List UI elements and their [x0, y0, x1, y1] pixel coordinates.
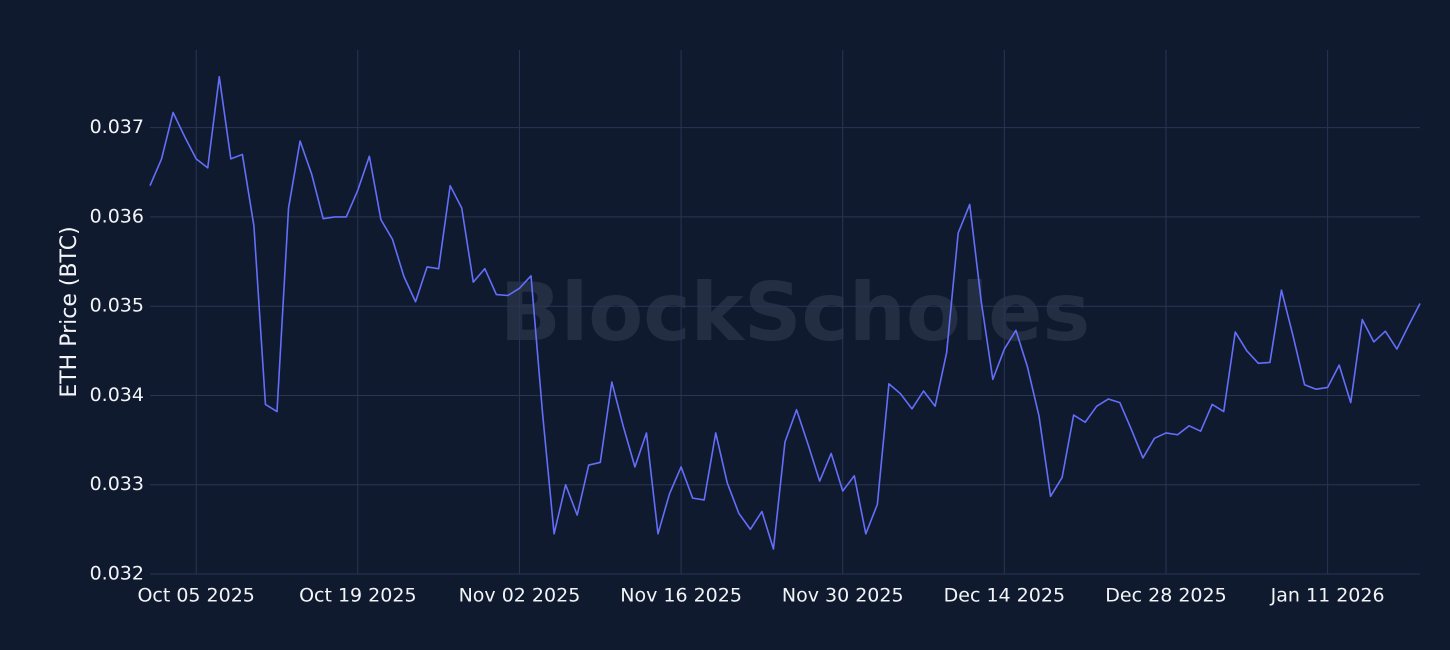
y-tick-label: 0.037	[90, 116, 144, 138]
y-tick-label: 0.035	[90, 295, 144, 317]
x-tick-label: Jan 11 2026	[1270, 585, 1385, 607]
y-tick-label: 0.033	[90, 473, 144, 495]
x-tick-label: Dec 28 2025	[1105, 585, 1226, 607]
x-tick-label: Oct 05 2025	[137, 585, 254, 607]
x-tick-label: Nov 30 2025	[782, 585, 904, 607]
watermark: BlockScholes	[500, 266, 1090, 359]
x-tick-label: Nov 02 2025	[459, 585, 581, 607]
price-line	[149, 75, 1421, 550]
y-axis-label: ETH Price (BTC)	[57, 226, 82, 397]
y-tick-label: 0.034	[90, 384, 144, 406]
y-tick-label: 0.032	[90, 563, 144, 585]
x-tick-label: Nov 16 2025	[620, 585, 742, 607]
y-tick-label: 0.036	[90, 205, 144, 227]
x-tick-label: Oct 19 2025	[299, 585, 416, 607]
x-tick-label: Dec 14 2025	[944, 585, 1065, 607]
